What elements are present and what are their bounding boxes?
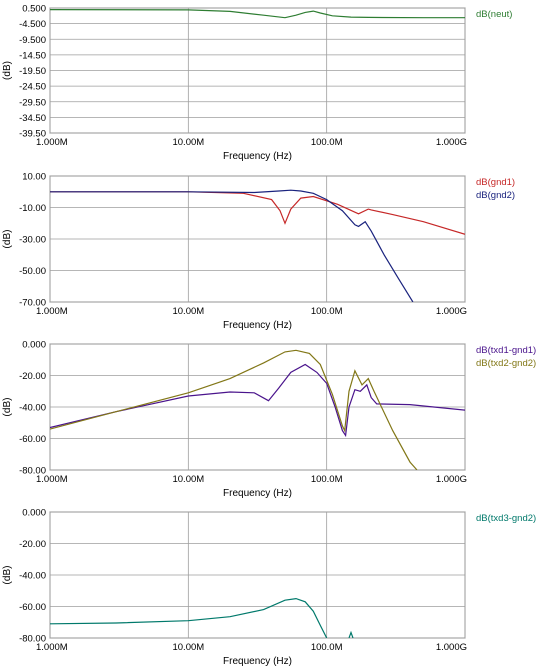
x-tick-label: 1.000M <box>36 642 68 653</box>
legend-entry: dB(neut) <box>476 9 512 20</box>
y-tick-label: 0.000 <box>22 508 46 519</box>
series-line-db-txd1-gnd1- <box>50 363 465 438</box>
x-tick-label: 1.000G <box>436 306 467 317</box>
y-tick-label: -14.50 <box>19 50 46 61</box>
y-tick-label: 10.00 <box>22 172 46 183</box>
x-tick-label: 1.000G <box>436 642 467 653</box>
y-tick-label: -4.500 <box>19 19 46 30</box>
legend-entry: dB(txd3-gnd2) <box>476 513 536 524</box>
x-tick-label: 1.000G <box>436 137 467 148</box>
x-axis-label: Frequency (Hz) <box>223 488 292 499</box>
x-axis-label: Frequency (Hz) <box>223 656 292 667</box>
series-line-db-gnd1- <box>50 191 465 235</box>
y-tick-label: -24.50 <box>19 82 46 93</box>
legend-entry: dB(txd2-gnd2) <box>476 358 536 369</box>
x-tick-label: 10.00M <box>172 306 204 317</box>
y-axis-label: (dB) <box>2 566 13 585</box>
y-tick-label: -60.00 <box>19 602 46 613</box>
chart-panel-1: 0.500 -4.500 -9.500 -14.50 -19.50 -24.50 -29.5… <box>2 4 512 163</box>
y-tick-label: -20.00 <box>19 371 46 382</box>
y-tick-label: -70.00 <box>19 298 46 309</box>
y-tick-label: -80.00 <box>19 466 46 477</box>
series-line-db-neut- <box>50 9 465 19</box>
x-tick-label: 1.000M <box>36 474 68 485</box>
x-tick-label: 100.0M <box>311 137 343 148</box>
x-tick-label: 10.00M <box>172 642 204 653</box>
y-axis-label: (dB) <box>2 61 13 80</box>
chart-panel-3: 0.000 -20.00 -40.00 -60.00 -80.001.000M 10.00… <box>2 340 536 500</box>
series-line-db-txd2-gnd2- <box>50 349 418 470</box>
series-line-db-txd3-gnd2- <box>50 597 328 638</box>
y-tick-label: -20.00 <box>19 539 46 550</box>
x-tick-label: 1.000M <box>36 137 68 148</box>
chart-panel-2: 10.00 -10.00 -30.00 -50.00 -70.001.000M 10.00… <box>2 172 515 332</box>
y-tick-label: -10.00 <box>19 203 46 214</box>
y-tick-label: 0.500 <box>22 4 46 15</box>
y-tick-label: -19.50 <box>19 66 46 77</box>
y-tick-label: -29.50 <box>19 97 46 108</box>
y-tick-label: -40.00 <box>19 403 46 414</box>
y-tick-label: -40.00 <box>19 571 46 582</box>
legend-entry: dB(gnd2) <box>476 190 515 201</box>
series-line-db-gnd2- <box>50 189 414 302</box>
y-axis-label: (dB) <box>2 230 13 249</box>
legend-entry: dB(txd1-gnd1) <box>476 345 536 356</box>
x-tick-label: 100.0M <box>311 306 343 317</box>
series-line-segment <box>348 630 354 638</box>
y-tick-label: -30.00 <box>19 235 46 246</box>
y-tick-label: 0.000 <box>22 340 46 351</box>
y-tick-label: -39.50 <box>19 129 46 140</box>
y-tick-label: -34.50 <box>19 113 46 124</box>
y-tick-label: -50.00 <box>19 266 46 277</box>
x-tick-label: 1.000G <box>436 474 467 485</box>
x-tick-label: 100.0M <box>311 642 343 653</box>
x-axis-label: Frequency (Hz) <box>223 151 292 162</box>
chart-panel-4: 0.000 -20.00 -40.00 -60.00 -80.001.000M 10.00… <box>2 508 536 668</box>
y-tick-label: -9.500 <box>19 35 46 46</box>
x-tick-label: 1.000M <box>36 306 68 317</box>
y-tick-label: -60.00 <box>19 434 46 445</box>
legend-entry: dB(gnd1) <box>476 177 515 188</box>
x-tick-label: 10.00M <box>172 137 204 148</box>
y-axis-label: (dB) <box>2 398 13 417</box>
x-axis-label: Frequency (Hz) <box>223 320 292 331</box>
x-tick-label: 10.00M <box>172 474 204 485</box>
x-tick-label: 100.0M <box>311 474 343 485</box>
y-tick-label: -80.00 <box>19 634 46 645</box>
